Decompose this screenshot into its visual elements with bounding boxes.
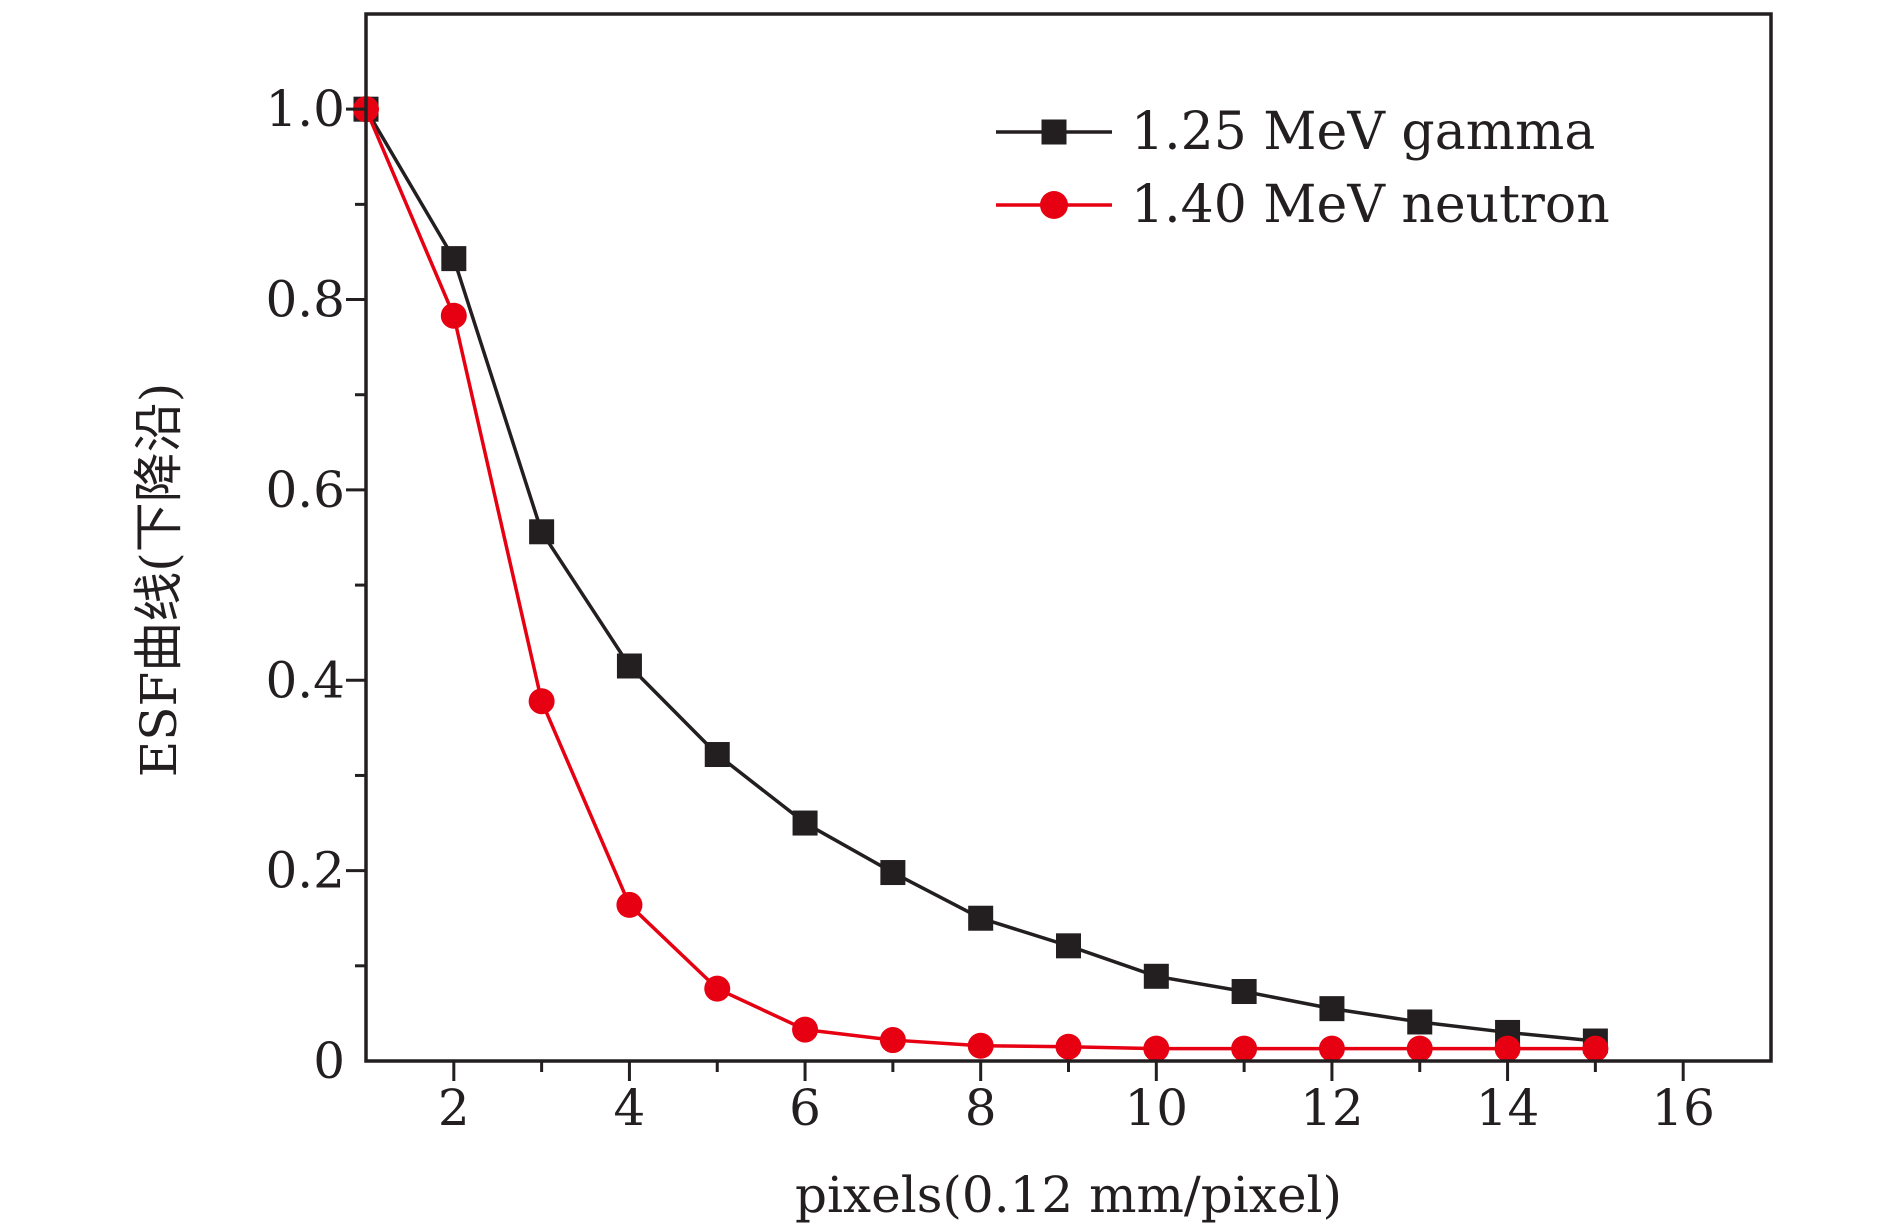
data-point [1143,1035,1170,1062]
data-point [1582,1035,1609,1062]
series-neutron [353,96,1609,1062]
legend-label: 1.40 MeV neutron [1131,175,1610,235]
legend-marker [1040,191,1068,219]
x-tick-label: 6 [789,1079,821,1137]
data-point [1231,1035,1258,1062]
axis-ticks [346,107,1685,1081]
data-point [616,653,642,679]
data-point [704,742,730,768]
x-tick-label: 2 [438,1079,470,1137]
series-gamma [353,96,1608,1054]
x-tick-label: 10 [1125,1079,1189,1137]
legend-marker [1041,119,1067,145]
y-tick-label: 0 [313,1032,345,1090]
data-point [1231,979,1257,1005]
legend-entry: 1.40 MeV neutron [996,175,1610,235]
data-point [1494,1035,1521,1062]
data-point [879,1027,906,1054]
data-point [1055,1033,1082,1060]
data-point [704,975,731,1002]
x-tick-label: 4 [614,1079,646,1137]
legend-label: 1.25 MeV gamma [1131,102,1595,162]
axis-labels: 2 4 6 8 10 12 14 16 0 0.2 0.4 0.6 0.8 1.0 pixels(0.12 … [130,80,1715,1224]
data-point [880,860,906,886]
y-axis-title: ESF曲线(下降沿) [130,383,188,777]
data-point [529,519,555,545]
x-tick-label: 14 [1476,1079,1540,1137]
data-point [440,302,467,329]
data-point [1406,1035,1433,1062]
data-point [441,246,467,272]
y-tick-label: 0.4 [265,651,345,709]
y-tick-label: 0.2 [265,842,345,900]
legend: 1.25 MeV gamma 1.40 MeV neutron [996,102,1610,235]
x-tick-label: 12 [1300,1079,1364,1137]
data-point [1407,1009,1433,1035]
data-point [528,688,555,715]
y-tick-label: 1.0 [265,80,345,138]
y-tick-label: 0.6 [265,461,345,519]
plot-series [353,96,1609,1062]
data-point [1318,1035,1345,1062]
x-axis-title: pixels(0.12 mm/pixel) [795,1166,1342,1224]
data-point [968,905,994,931]
data-point [1056,933,1081,959]
data-point [792,1016,819,1043]
data-point [616,891,643,918]
data-point [1143,963,1169,989]
x-tick-label: 8 [965,1079,997,1137]
data-point [1319,996,1345,1022]
plot-frame [364,12,1773,1063]
series-line [364,108,1596,1043]
data-point [967,1032,994,1059]
y-tick-label: 0.8 [265,271,345,329]
data-point [792,810,818,836]
legend-entry: 1.25 MeV gamma [996,102,1595,162]
x-tick-label: 16 [1651,1079,1715,1137]
